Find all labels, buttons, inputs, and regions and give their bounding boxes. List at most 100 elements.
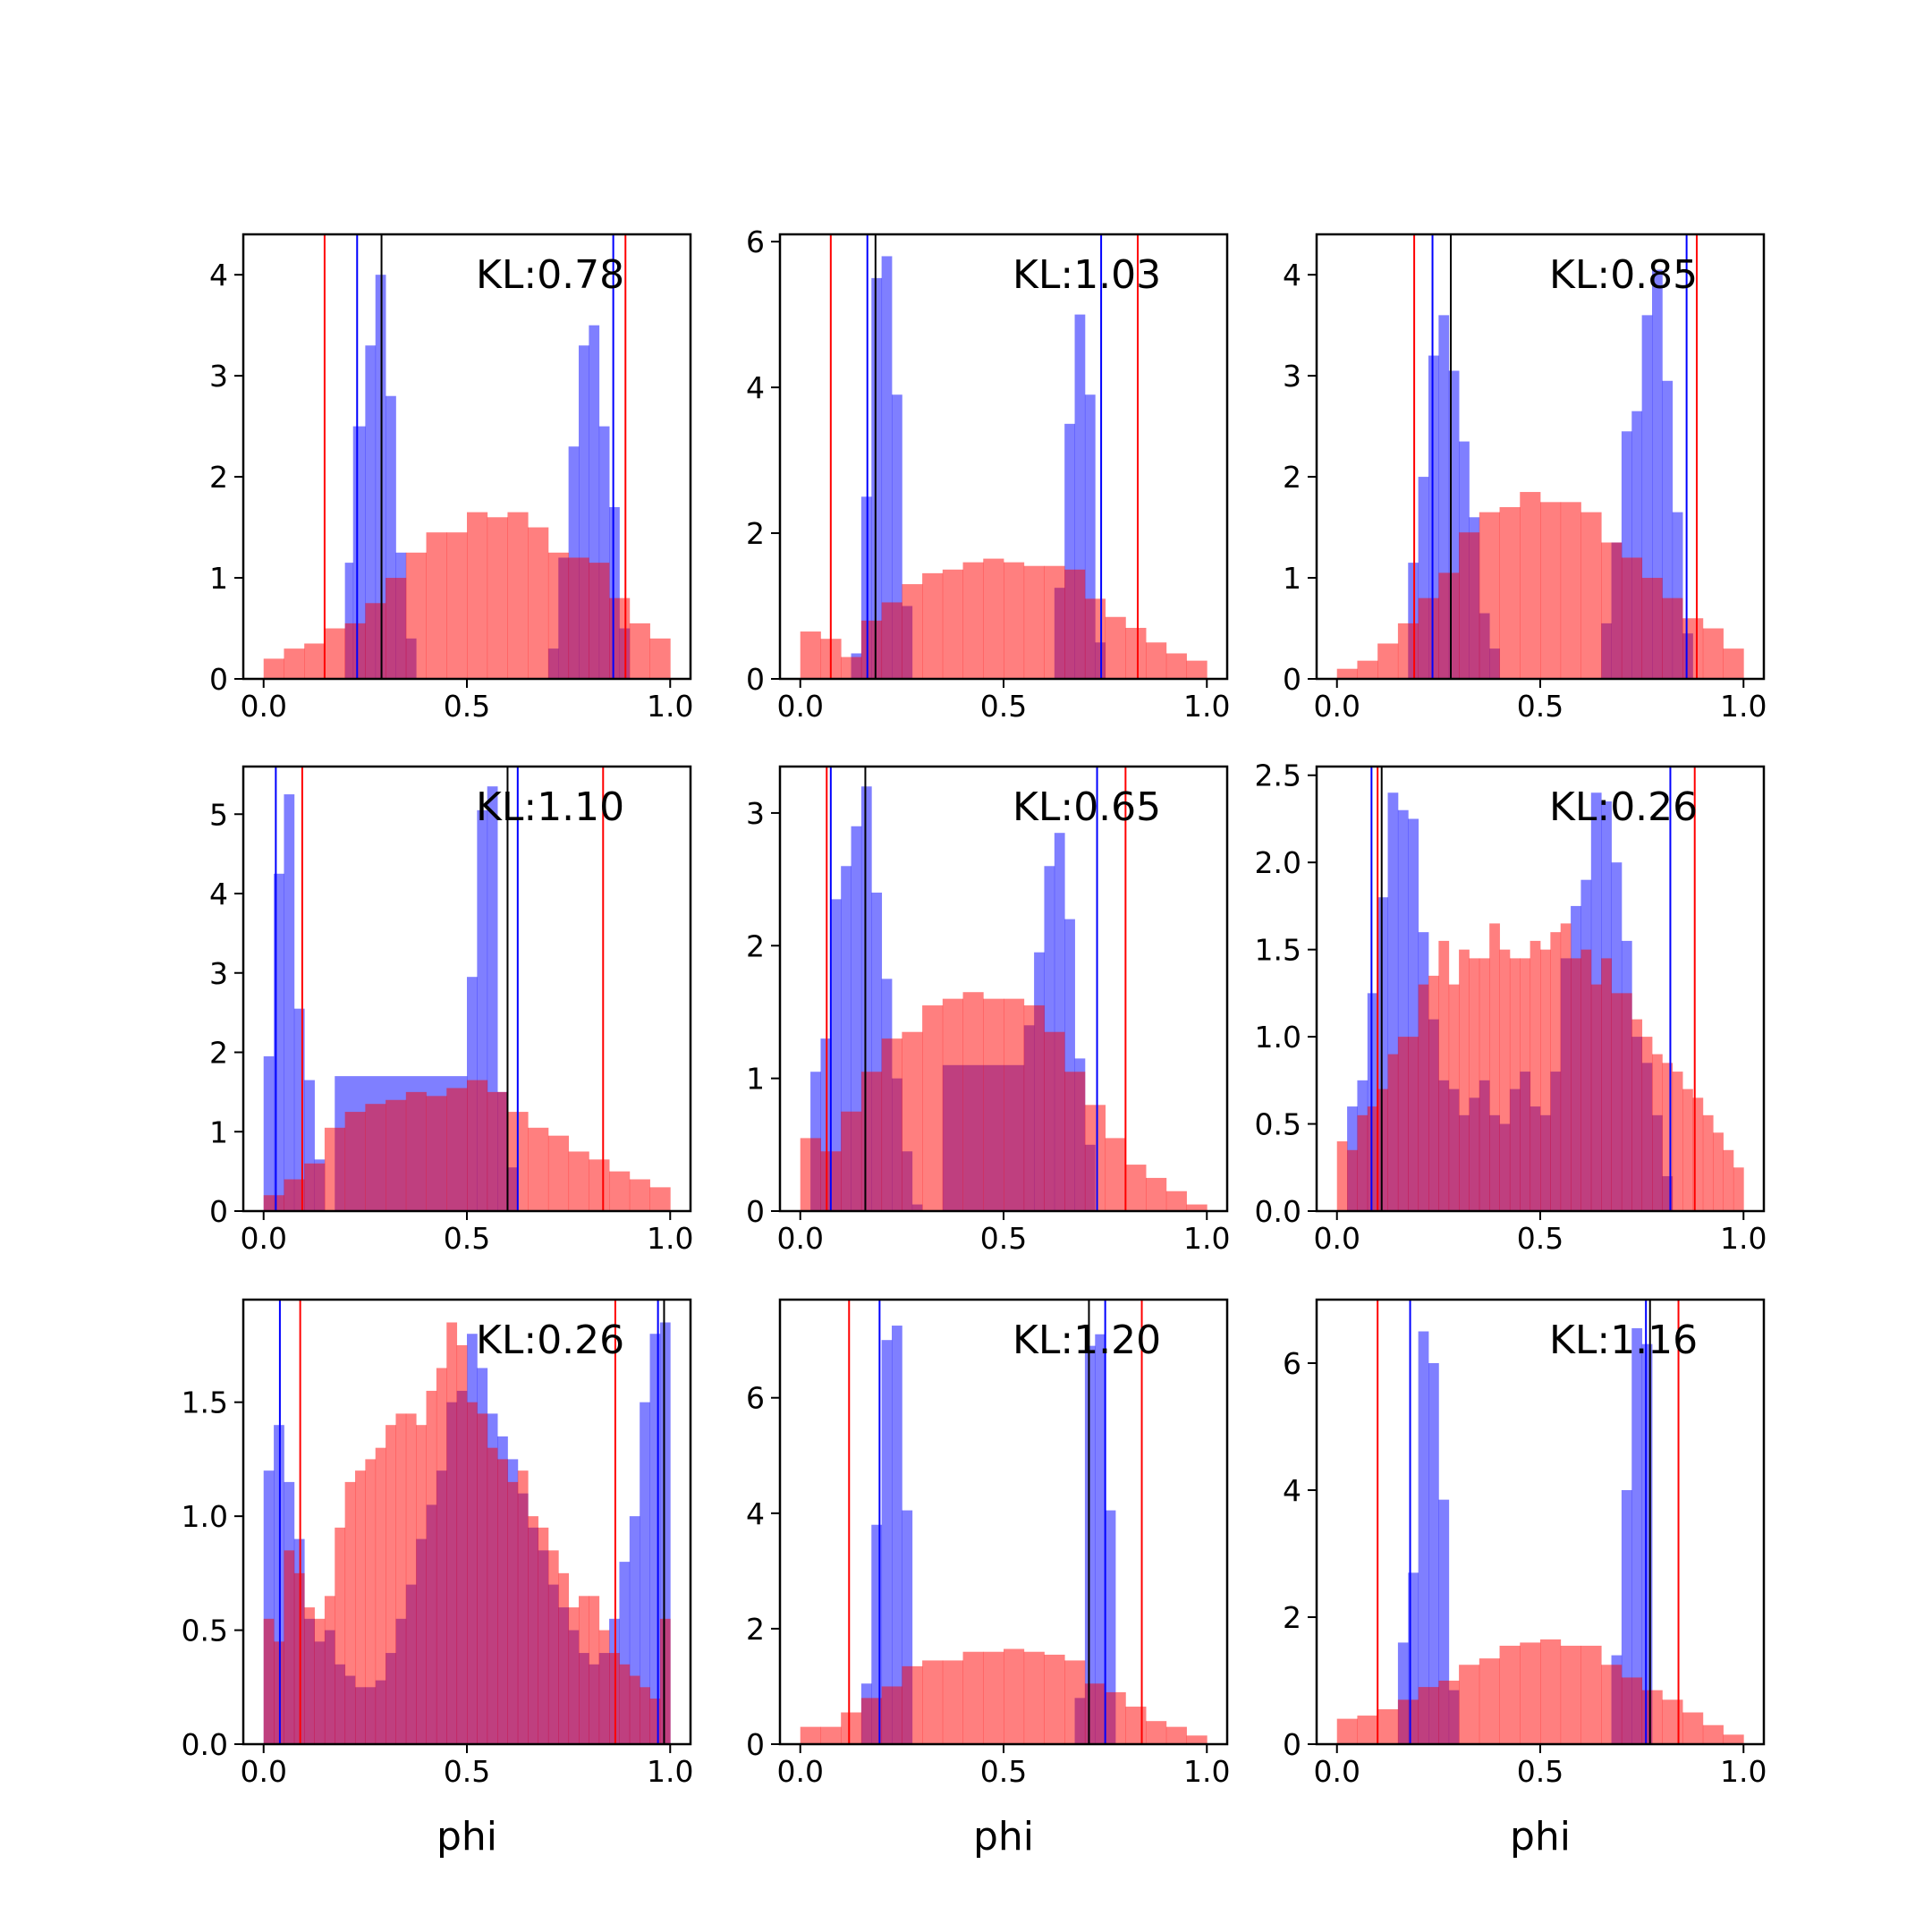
y-tick-label: 0.0 — [1255, 1194, 1301, 1229]
prior-bar — [1459, 1665, 1480, 1744]
prior-bar — [1044, 565, 1065, 679]
y-tick-label: 0.5 — [1255, 1107, 1301, 1142]
prior-bar — [1347, 1149, 1358, 1211]
prior-bar — [314, 1618, 326, 1744]
subplot-6: 0.0 0.5 1.0 0.0 0.5 1.0 1.5 2.0 2.5 KL:0.26 — [1255, 758, 1767, 1256]
y-tick-label: 0 — [746, 1194, 765, 1229]
prior-bar — [1105, 1691, 1126, 1744]
x-tick-label: 0.0 — [776, 1221, 823, 1256]
x-tick-label: 0.5 — [980, 689, 1027, 724]
prior-bar — [1064, 569, 1086, 679]
posterior-bar — [1418, 1331, 1429, 1744]
prior-bar — [1336, 668, 1358, 679]
posterior-bar — [640, 1402, 650, 1744]
posterior-bar — [1641, 315, 1653, 679]
prior-bar — [538, 1527, 549, 1744]
posterior-bar — [1641, 1343, 1653, 1744]
posterior-bar — [274, 873, 284, 1211]
posterior-bar — [1672, 512, 1683, 679]
axes-frame — [242, 765, 692, 1213]
histogram-bars — [800, 1326, 1208, 1744]
prior-bar — [1652, 1054, 1663, 1211]
x-tick-label: 0.0 — [240, 1754, 286, 1789]
posterior-bar — [589, 325, 600, 679]
y-tick-label: 1.5 — [1255, 933, 1301, 968]
prior-bar — [609, 597, 631, 679]
prior-bar — [344, 1112, 366, 1211]
kl-annotation: KL:1.10 — [476, 784, 624, 830]
prior-bar — [598, 1630, 610, 1744]
posterior-bar — [881, 1340, 893, 1744]
posterior-bar — [1418, 477, 1429, 679]
prior-bar — [456, 1344, 468, 1744]
prior-bar — [1540, 949, 1551, 1211]
prior-bar — [1084, 1105, 1106, 1211]
y-tick-label: 1.5 — [182, 1385, 228, 1420]
prior-bar — [426, 1096, 447, 1211]
prior-bar — [416, 1425, 427, 1744]
prior-bar — [1418, 1687, 1439, 1744]
posterior-bar — [1054, 833, 1065, 1211]
posterior-bar — [1448, 370, 1460, 679]
prior-bar — [902, 1031, 923, 1211]
prior-bar — [1733, 1167, 1744, 1211]
posterior-bar — [1377, 897, 1388, 1211]
prior-bar — [446, 1322, 458, 1744]
posterior-bar — [344, 563, 354, 679]
posterior-bar — [1064, 423, 1075, 679]
posterior-bar — [1095, 1334, 1106, 1744]
reference-lines — [1413, 234, 1698, 679]
prior-bar — [324, 1127, 346, 1211]
prior-bar — [1418, 984, 1429, 1211]
prior-bar — [629, 1675, 640, 1744]
posterior-bar — [649, 1334, 661, 1744]
prior-bar — [1105, 1138, 1126, 1211]
y-tick-label: 1 — [209, 561, 228, 596]
prior-bar — [1560, 1645, 1581, 1744]
prior-bar — [1540, 502, 1562, 679]
prior-bar — [1397, 1037, 1409, 1211]
prior-bar — [589, 563, 610, 679]
x-axis-ticks: 0.0 0.5 1.0 — [776, 1744, 1231, 1789]
prior-bar — [1004, 562, 1025, 679]
prior-bar — [386, 578, 407, 679]
prior-bar — [517, 1470, 529, 1744]
x-tick-label: 1.0 — [647, 1754, 693, 1789]
prior-bar — [405, 1091, 427, 1211]
prior-bar — [386, 1099, 407, 1211]
y-tick-label: 0 — [1283, 662, 1301, 697]
prior-bar — [1641, 1037, 1653, 1211]
reference-lines — [278, 1300, 665, 1744]
prior-bar — [1641, 1690, 1663, 1744]
y-tick-label: 1.0 — [182, 1499, 228, 1534]
prior-bar — [1580, 949, 1592, 1211]
prior-bar — [365, 1459, 377, 1744]
prior-bar — [1418, 597, 1439, 679]
posterior-bar — [881, 256, 893, 679]
posterior-bar — [1084, 394, 1096, 679]
x-axis-ticks: 0.0 0.5 1.0 — [1313, 679, 1767, 724]
y-axis-ticks: 0 1 2 3 4 — [1283, 258, 1317, 697]
prior-bar — [405, 1413, 417, 1744]
prior-bar — [1571, 958, 1581, 1211]
prior-bar — [1520, 1642, 1541, 1744]
prior-bar — [860, 1698, 883, 1744]
prior-bar — [1438, 572, 1460, 679]
prior-bar — [649, 1187, 671, 1211]
posterior-bar — [1428, 355, 1439, 679]
histogram-bars — [263, 275, 671, 679]
subplot-5: 0.0 0.5 1.0 0 1 2 3 KL:0.65 — [746, 765, 1231, 1256]
y-tick-label: 0 — [209, 1194, 228, 1229]
prior-bar — [1479, 1658, 1500, 1744]
x-axis-ticks: 0.0 0.5 1.0 — [1313, 1211, 1767, 1256]
prior-bar — [324, 1596, 335, 1744]
posterior-bar — [1652, 269, 1663, 679]
prior-bar — [922, 1005, 944, 1211]
posterior-bar — [1662, 380, 1674, 679]
prior-bar — [344, 1481, 356, 1744]
prior-bar — [1499, 506, 1521, 679]
prior-bar — [1611, 993, 1623, 1211]
posterior-bar — [1397, 1642, 1409, 1744]
prior-bar — [1084, 598, 1106, 679]
y-tick-label: 4 — [209, 877, 228, 911]
